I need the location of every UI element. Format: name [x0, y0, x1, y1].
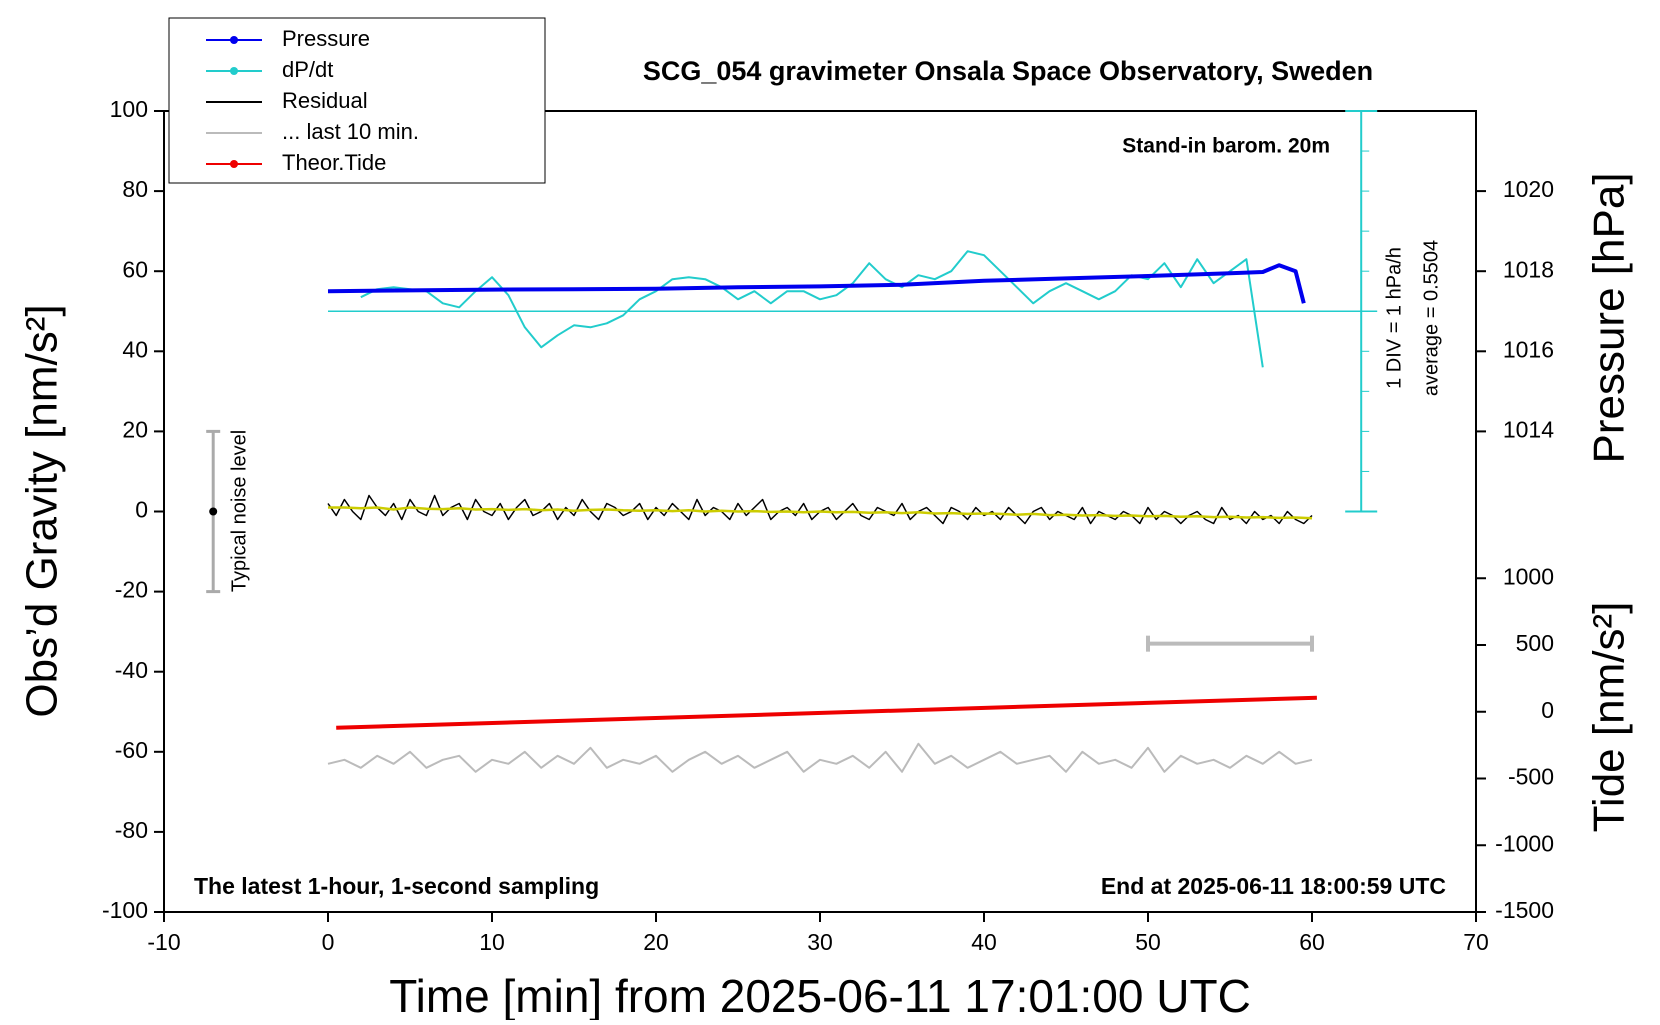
- average-note: average = 0.5504: [1420, 240, 1442, 396]
- y2-tick-label: 1016: [1503, 336, 1554, 362]
- noise-dot: [209, 507, 218, 516]
- y-tick-label: -100: [102, 897, 148, 923]
- legend-label: Residual: [282, 88, 368, 113]
- x-tick-label: 0: [322, 929, 335, 955]
- y-tick-label: -40: [115, 657, 148, 683]
- y3-tick-label: -1000: [1495, 830, 1554, 856]
- y3-tick-label: 500: [1516, 630, 1554, 656]
- tide-axis-title: Tide [nm/s²]: [1585, 602, 1634, 833]
- y3-tick-label: -500: [1508, 764, 1554, 790]
- legend-label: dP/dt: [282, 57, 333, 82]
- y-tick-label: -80: [115, 817, 148, 843]
- x-tick-label: 20: [643, 929, 669, 955]
- y3-tick-label: 1000: [1503, 563, 1554, 589]
- noise-note: Typical noise level: [228, 430, 250, 592]
- y-axis-title: Obs’d Gravity [nm/s²]: [18, 304, 67, 717]
- end-note: End at 2025-06-11 18:00:59 UTC: [1101, 873, 1446, 899]
- x-axis-title: Time [min] from 2025-06-11 17:01:00 UTC: [389, 970, 1251, 1020]
- y-tick-label: -60: [115, 737, 148, 763]
- y-tick-label: 80: [122, 176, 148, 202]
- legend-box: [168, 17, 546, 184]
- legend-label: Theor.Tide: [282, 150, 386, 175]
- legend-marker: [230, 67, 238, 75]
- y-tick-label: 40: [122, 336, 148, 362]
- legend-marker: [230, 160, 238, 168]
- legend-label: Pressure: [282, 26, 370, 51]
- x-tick-label: 60: [1299, 929, 1325, 955]
- y2-tick-label: 1020: [1503, 176, 1554, 202]
- legend: Pressure dP/dt Residual ... last 10 min. The…: [168, 17, 546, 184]
- y-tick-label: -20: [115, 577, 148, 603]
- y2-tick-label: 1018: [1503, 256, 1554, 282]
- pressure-axis-title: Pressure [hPa]: [1585, 172, 1634, 463]
- y-tick-label: 100: [110, 96, 148, 122]
- series-line: [336, 695, 1317, 730]
- y3-tick-label: 0: [1541, 697, 1554, 723]
- series-line: [327, 263, 1306, 304]
- y-tick-label: 60: [122, 256, 148, 282]
- x-tick-label: 30: [807, 929, 833, 955]
- legend-marker: [230, 36, 238, 44]
- station-note: Stand-in barom. 20m: [1122, 135, 1330, 158]
- y-tick-label: 0: [135, 497, 148, 523]
- smoothed-line: [328, 506, 1313, 520]
- div-note: 1 DIV = 1 hPa/h: [1383, 247, 1405, 389]
- legend-label: ... last 10 min.: [282, 119, 419, 144]
- y2-tick-label: 1014: [1503, 416, 1554, 442]
- y-tick-label: 20: [122, 416, 148, 442]
- x-tick-label: 50: [1135, 929, 1161, 955]
- x-tick-label: -10: [147, 929, 180, 955]
- series-line: [360, 250, 1264, 368]
- x-tick-label: 10: [479, 929, 505, 955]
- sampling-note: The latest 1-hour, 1-second sampling: [194, 873, 599, 899]
- x-tick-label: 40: [971, 929, 997, 955]
- series-line: [327, 742, 1313, 773]
- x-tick-label: 70: [1463, 929, 1489, 955]
- y3-tick-label: -1500: [1495, 897, 1554, 923]
- chart-title: SCG_054 gravimeter Onsala Space Observat…: [643, 56, 1373, 86]
